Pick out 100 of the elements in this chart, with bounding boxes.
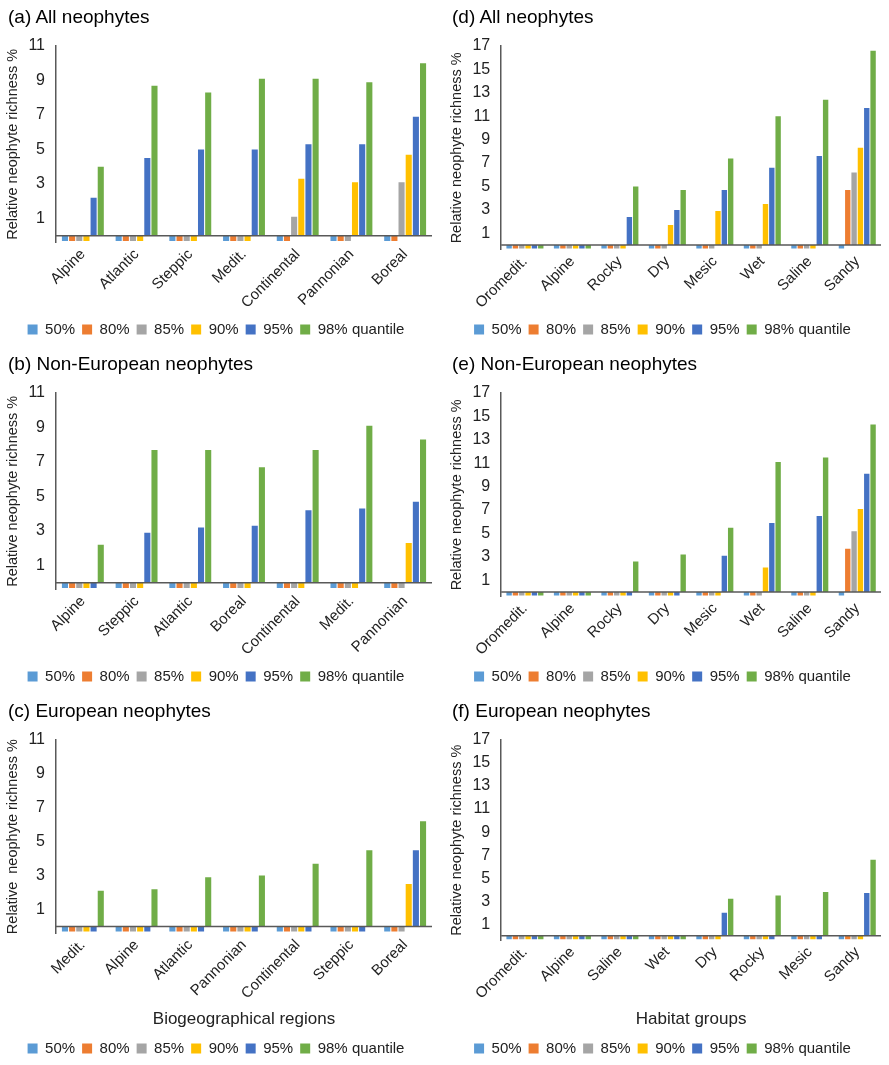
y-tick-label: 13: [472, 430, 491, 448]
bar: [750, 592, 756, 596]
bar: [359, 508, 366, 583]
bar: [97, 890, 104, 927]
bar: [230, 582, 237, 588]
bar: [864, 473, 870, 593]
bar: [337, 926, 344, 932]
bar: [420, 821, 427, 927]
bar: [845, 190, 851, 246]
legend-label: 85%: [154, 1038, 185, 1056]
bar: [69, 235, 76, 241]
legend-label: 90%: [208, 319, 239, 337]
bar: [176, 582, 183, 588]
legend-label: 85%: [600, 666, 631, 684]
bar: [822, 457, 829, 593]
chart-title: (c) European neophytes: [7, 699, 212, 723]
y-tick-label: 15: [472, 406, 491, 424]
bar: [405, 884, 412, 927]
legend-label: 85%: [600, 1038, 631, 1056]
bar: [579, 245, 585, 249]
bar: [816, 156, 822, 246]
bar: [822, 99, 829, 246]
bar: [727, 898, 734, 936]
bar: [727, 158, 734, 246]
bar: [366, 425, 373, 583]
x-tick-label: Dry: [643, 251, 673, 281]
y-tick-label: 5: [481, 868, 491, 886]
y-tick-label: 7: [481, 845, 491, 863]
bar: [750, 245, 756, 249]
legend-label: 95%: [709, 666, 740, 684]
legend-label: 50%: [45, 1038, 76, 1056]
bar: [620, 935, 626, 940]
bar: [756, 592, 762, 596]
bar: [344, 926, 351, 932]
legend-label: 90%: [208, 666, 239, 684]
y-tick-label: 5: [36, 832, 46, 850]
y-tick-label: 11: [473, 799, 491, 817]
bar: [61, 235, 69, 241]
bar: [197, 149, 205, 236]
bar: [151, 85, 158, 236]
y-tick-label: 11: [473, 106, 491, 124]
bar: [97, 544, 104, 583]
bar: [845, 548, 851, 593]
y-tick-label: 5: [36, 486, 46, 504]
bar: [283, 582, 291, 588]
legend-label: 98% quantile: [317, 666, 405, 684]
bar: [791, 935, 797, 940]
bar: [129, 926, 137, 932]
bar: [258, 467, 265, 583]
bar: [756, 245, 762, 249]
bar: [560, 592, 566, 596]
bar: [144, 926, 151, 932]
bar: [61, 926, 69, 932]
bar: [137, 235, 144, 241]
bar: [791, 245, 797, 249]
y-axis-title: Relative neophyte richness %: [447, 52, 464, 244]
bar: [244, 582, 251, 588]
y-tick-label: 5: [481, 176, 491, 194]
bar: [69, 582, 76, 588]
bar: [391, 582, 398, 588]
bar: [305, 144, 312, 236]
bar: [251, 525, 258, 583]
bar: [857, 508, 864, 593]
bar: [756, 935, 762, 940]
y-axis-title: Relative neophyte richness %: [447, 399, 464, 591]
bar: [351, 926, 359, 932]
bar: [851, 172, 857, 246]
bar: [822, 891, 829, 936]
bar: [775, 462, 781, 593]
bar: [391, 926, 398, 932]
bar: [122, 926, 129, 932]
bar: [412, 116, 419, 236]
bar: [223, 926, 230, 932]
bar: [205, 877, 212, 927]
bar: [560, 245, 566, 249]
bar: [391, 235, 398, 241]
bar: [251, 926, 258, 932]
bar: [305, 510, 312, 583]
bar: [680, 190, 686, 246]
y-tick-label: 17: [472, 730, 491, 748]
legend-label: 85%: [154, 666, 185, 684]
bar: [366, 850, 373, 927]
bar: [864, 108, 870, 246]
bar: [90, 582, 97, 588]
bar: [298, 926, 305, 932]
bar: [762, 204, 769, 246]
y-tick-label: 1: [36, 208, 46, 226]
bar: [857, 147, 864, 246]
y-tick-label: 17: [472, 36, 491, 54]
legend-label: 95%: [709, 319, 740, 337]
legend-label: 85%: [154, 319, 185, 337]
bar: [506, 592, 512, 596]
bar: [144, 158, 151, 236]
bar: [344, 235, 351, 241]
bar: [197, 926, 205, 932]
y-tick-label: 15: [472, 59, 491, 77]
legend-label: 95%: [709, 1038, 740, 1056]
bar: [810, 245, 816, 249]
bar: [398, 582, 405, 588]
chart-title: (f) European neophytes: [451, 699, 652, 723]
